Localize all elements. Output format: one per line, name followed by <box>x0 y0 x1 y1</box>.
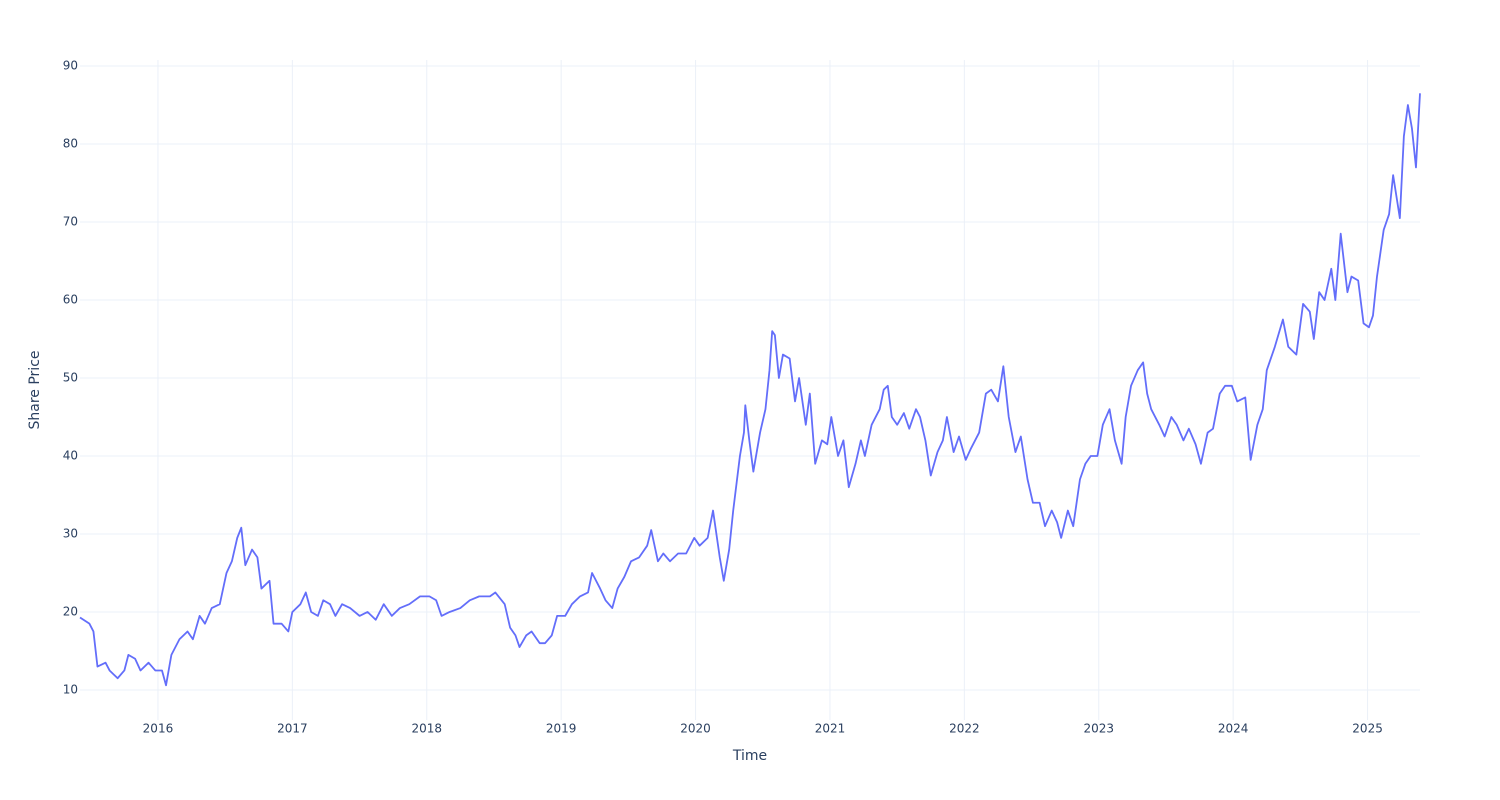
x-tick-label: 2019 <box>546 722 577 736</box>
x-tick-label: 2016 <box>143 722 174 736</box>
y-tick-label: 90 <box>63 59 78 73</box>
y-tick-label: 30 <box>63 526 78 540</box>
x-tick-label: 2022 <box>949 722 980 736</box>
y-tick-label: 50 <box>63 370 78 384</box>
x-tick-label: 2021 <box>815 722 846 736</box>
x-tick-label: 2018 <box>411 722 442 736</box>
y-tick-label: 10 <box>63 682 78 696</box>
grid <box>80 60 1420 720</box>
y-axis-title: Share Price <box>27 350 43 429</box>
y-tick-label: 20 <box>63 604 78 618</box>
price-line <box>79 93 1421 687</box>
plot-area <box>79 93 1421 687</box>
y-tick-label: 70 <box>63 214 78 228</box>
y-tick-label: 80 <box>63 137 78 151</box>
x-tick-label: 2017 <box>277 722 308 736</box>
x-tick-label: 2025 <box>1352 722 1383 736</box>
y-tick-label: 40 <box>63 448 78 462</box>
x-tick-label: 2023 <box>1084 722 1115 736</box>
y-tick-label: 60 <box>63 292 78 306</box>
x-axis-title: Time <box>732 748 767 764</box>
x-tick-label: 2020 <box>680 722 711 736</box>
x-tick-label: 2024 <box>1218 722 1249 736</box>
